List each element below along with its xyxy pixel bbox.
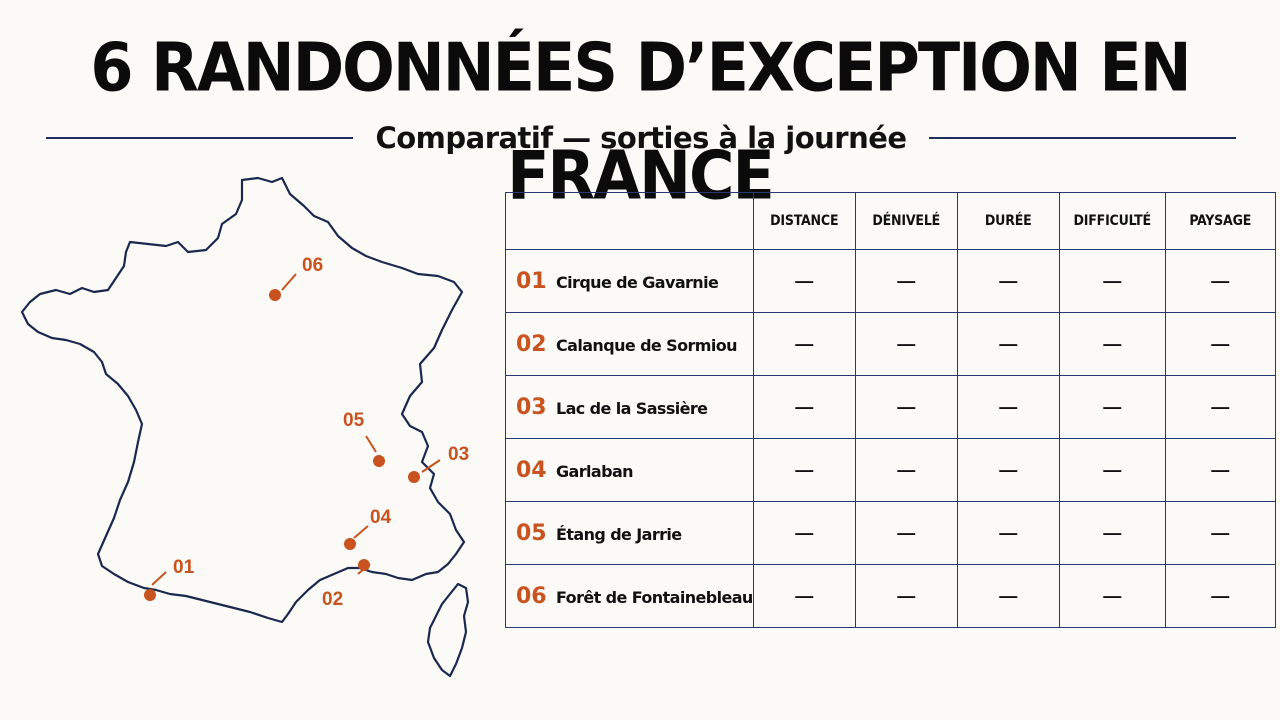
value-difficulte: — xyxy=(1058,438,1166,502)
value-denivele: — xyxy=(854,249,958,313)
value-distance: — xyxy=(752,564,856,628)
hike-name-cell: 05 Étang de Jarrie xyxy=(505,501,754,565)
value-paysage: — xyxy=(1164,564,1276,628)
hike-number: 02 xyxy=(516,331,547,357)
value-duree: — xyxy=(956,501,1060,565)
comparison-table: DISTANCE DÉNIVELÉ DURÉE DIFFICULTÉ PAYSA… xyxy=(505,192,1276,628)
value-denivele: — xyxy=(854,438,958,502)
value-duree: — xyxy=(956,438,1060,502)
header-duree: DURÉE xyxy=(956,192,1060,250)
hike-name: Forêt de Fontainebleau xyxy=(556,587,753,607)
header-difficulte: DIFFICULTÉ xyxy=(1058,192,1166,250)
value-duree: — xyxy=(956,249,1060,313)
value-paysage: — xyxy=(1164,249,1276,313)
map-pin-06: 06 xyxy=(269,255,323,301)
table-row: 03 Lac de la Sassière — — — — — xyxy=(505,375,1276,439)
value-paysage: — xyxy=(1164,501,1276,565)
value-difficulte: — xyxy=(1058,564,1166,628)
hike-name-cell: 01 Cirque de Gavarnie xyxy=(505,249,754,313)
france-map: 01 02 03 04 05 06 xyxy=(10,170,490,690)
hike-name: Garlaban xyxy=(556,461,634,481)
value-denivele: — xyxy=(854,375,958,439)
corsica-outline xyxy=(426,582,470,678)
value-distance: — xyxy=(752,375,856,439)
svg-text:05: 05 xyxy=(343,410,365,431)
value-difficulte: — xyxy=(1058,249,1166,313)
value-paysage: — xyxy=(1164,312,1276,376)
table-row: 04 Garlaban — — — — — xyxy=(505,438,1276,502)
subtitle-row: Comparatif — sorties à la journée xyxy=(46,118,1236,158)
map-pin-01: 01 xyxy=(144,557,195,601)
svg-text:01: 01 xyxy=(173,557,195,578)
value-difficulte: — xyxy=(1058,312,1166,376)
value-denivele: — xyxy=(854,564,958,628)
france-map-svg: 01 02 03 04 05 06 xyxy=(20,176,470,678)
svg-text:04: 04 xyxy=(370,507,392,528)
map-pin-04: 04 xyxy=(344,507,392,550)
map-pin-05: 05 xyxy=(343,410,385,467)
page-title: 6 RANDONNÉES D’EXCEPTION EN FRANCE xyxy=(90,28,1191,215)
value-denivele: — xyxy=(854,501,958,565)
subtitle-rule-left xyxy=(46,137,354,139)
table-row: 01 Cirque de Gavarnie — — — — — xyxy=(505,249,1276,313)
hike-name: Calanque de Sormiou xyxy=(556,335,738,355)
value-difficulte: — xyxy=(1058,375,1166,439)
comparison-table-wrap: DISTANCE DÉNIVELÉ DURÉE DIFFICULTÉ PAYSA… xyxy=(505,192,1276,628)
hike-name-cell: 06 Forêt de Fontainebleau xyxy=(505,564,754,628)
hike-number: 03 xyxy=(516,394,547,420)
map-pin-03: 03 xyxy=(408,444,469,483)
hike-number: 05 xyxy=(516,520,547,546)
svg-text:06: 06 xyxy=(302,255,323,276)
table-row: 05 Étang de Jarrie — — — — — xyxy=(505,501,1276,565)
hike-number: 06 xyxy=(516,583,547,609)
value-duree: — xyxy=(956,564,1060,628)
value-difficulte: — xyxy=(1058,501,1166,565)
subtitle: Comparatif — sorties à la journée xyxy=(375,121,907,155)
hike-name-cell: 04 Garlaban xyxy=(505,438,754,502)
header-empty xyxy=(505,192,754,250)
hike-number: 04 xyxy=(516,457,547,483)
svg-text:02: 02 xyxy=(322,589,343,610)
hike-name: Lac de la Sassière xyxy=(556,398,708,418)
value-denivele: — xyxy=(854,312,958,376)
header-paysage: PAYSAGE xyxy=(1164,192,1276,250)
svg-text:03: 03 xyxy=(448,444,469,465)
value-paysage: — xyxy=(1164,438,1276,502)
header-denivele: DÉNIVELÉ xyxy=(854,192,958,250)
subtitle-rule-right xyxy=(928,137,1236,139)
value-distance: — xyxy=(752,438,856,502)
value-duree: — xyxy=(956,375,1060,439)
value-distance: — xyxy=(752,501,856,565)
value-paysage: — xyxy=(1164,375,1276,439)
value-distance: — xyxy=(752,249,856,313)
hike-number: 01 xyxy=(516,268,547,294)
table-row: 02 Calanque de Sormiou — — — — — xyxy=(505,312,1276,376)
header-distance: DISTANCE xyxy=(752,192,856,250)
table-row: 06 Forêt de Fontainebleau — — — — — xyxy=(505,564,1276,628)
value-duree: — xyxy=(956,312,1060,376)
hike-name: Étang de Jarrie xyxy=(556,524,682,544)
map-pin-02: 02 xyxy=(322,559,371,610)
table-header-row: DISTANCE DÉNIVELÉ DURÉE DIFFICULTÉ PAYSA… xyxy=(505,192,1276,250)
hike-name: Cirque de Gavarnie xyxy=(556,272,719,292)
hike-name-cell: 02 Calanque de Sormiou xyxy=(505,312,754,376)
value-distance: — xyxy=(752,312,856,376)
france-outline xyxy=(20,176,466,624)
hike-name-cell: 03 Lac de la Sassière xyxy=(505,375,754,439)
